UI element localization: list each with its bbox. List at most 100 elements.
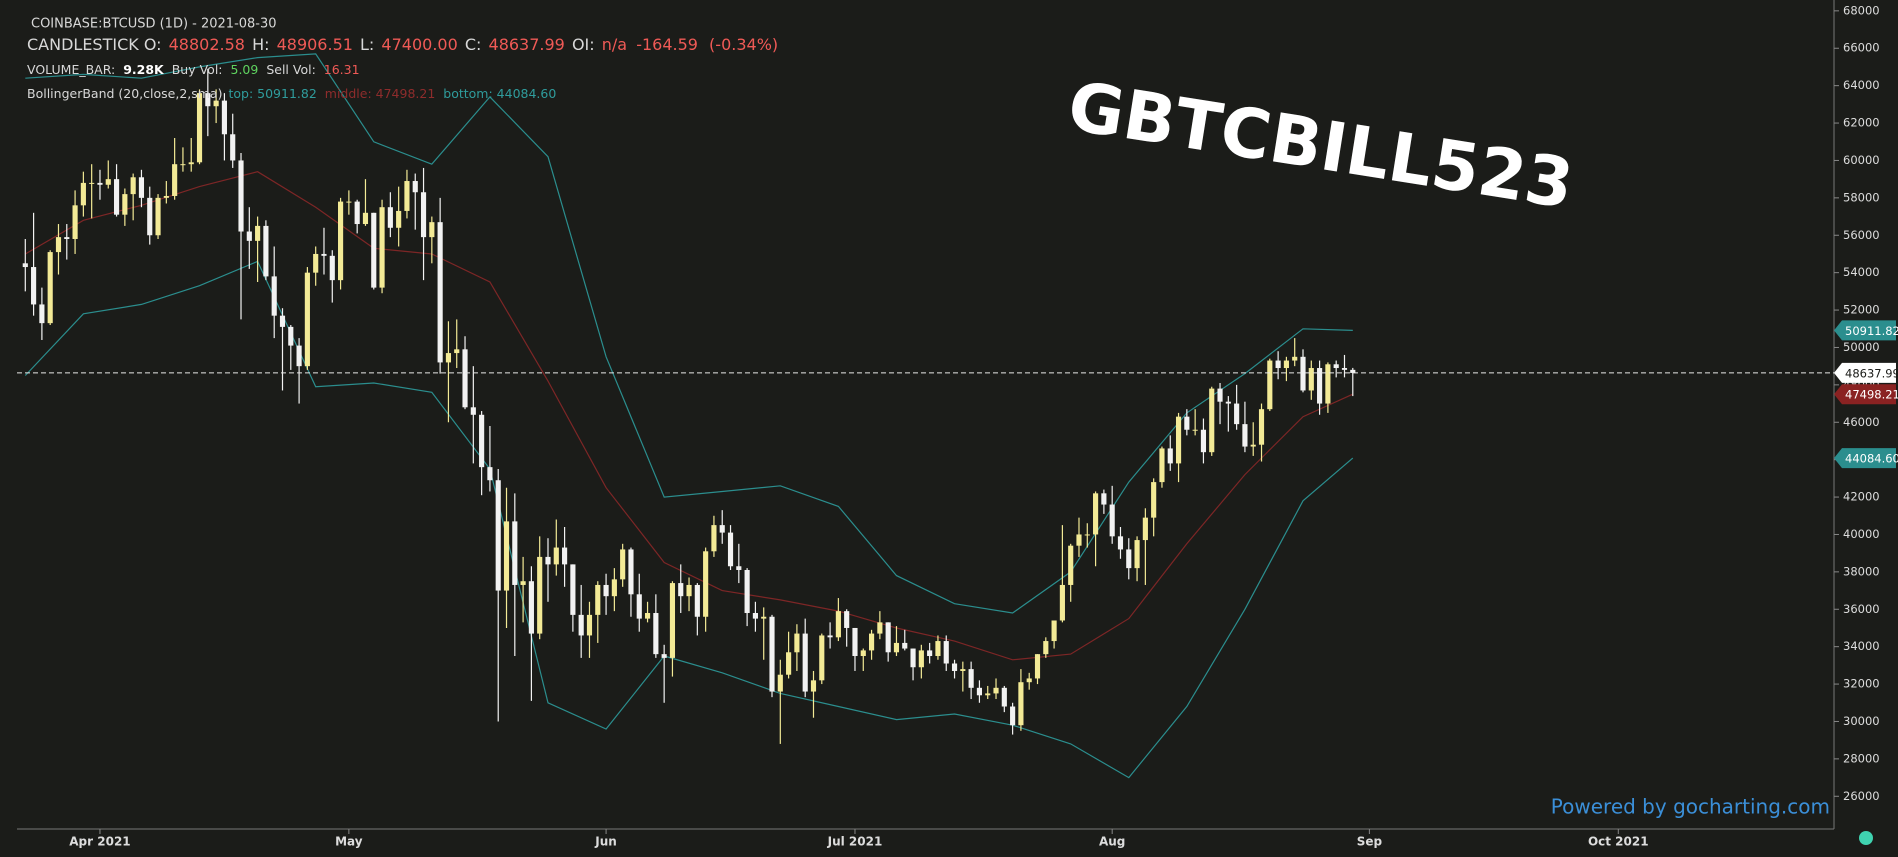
legend-value: 47400.00 [381, 35, 457, 54]
candle-body [1292, 356, 1298, 361]
candle-body [1117, 536, 1124, 550]
candle-body [636, 594, 642, 619]
x-tick-label: Oct 2021 [1588, 835, 1649, 849]
candle-body [1300, 356, 1306, 391]
legend-value: bottom: 44084.60 [443, 86, 556, 101]
candle-body [1134, 540, 1140, 569]
legend-label: H: [252, 35, 269, 54]
candle-body [819, 635, 825, 681]
candle-body [155, 197, 161, 236]
candle-body [346, 201, 352, 203]
candle-body [196, 93, 203, 163]
candle-body [1209, 388, 1215, 453]
y-tick-label: 36000 [1843, 602, 1880, 616]
candle-body [553, 547, 559, 565]
candle-body [304, 272, 310, 367]
candle-body [64, 237, 70, 239]
candle-body [147, 197, 153, 236]
candle-body [1151, 482, 1157, 518]
y-tick-label: 60000 [1843, 153, 1880, 167]
legend-label: Sell Vol: [266, 62, 315, 77]
candle-body [1242, 424, 1248, 447]
candle-body [479, 414, 485, 468]
candle-body [628, 549, 634, 595]
candle-body [420, 192, 427, 238]
candle-body [221, 100, 227, 135]
candle-body [562, 547, 568, 565]
bollinger-line [24, 171, 1354, 661]
candle-body [860, 650, 866, 657]
legend-value: 9.28K [123, 62, 165, 77]
candle-body [1234, 403, 1240, 425]
candle-body [777, 674, 783, 692]
candle-body [611, 579, 617, 597]
candle-body [113, 179, 120, 215]
candle-body [927, 650, 933, 657]
candle-body [578, 614, 584, 636]
price-tag-label: 50911.82 [1845, 324, 1898, 338]
candle-body [1283, 360, 1289, 369]
candle-body [661, 654, 667, 658]
candle-body [620, 549, 626, 580]
candle-body [686, 584, 692, 597]
candle-body [470, 407, 476, 415]
candle-body [1258, 409, 1265, 445]
legend-value: top: 50911.82 [228, 86, 316, 101]
candle-body [329, 255, 335, 281]
candle-body [868, 633, 875, 651]
candle-body [968, 669, 974, 688]
y-tick-label: 42000 [1843, 490, 1880, 504]
candle-body [902, 642, 908, 649]
candle-body [1101, 493, 1107, 505]
candle-body [893, 642, 900, 653]
candle-body [246, 231, 252, 241]
legend-value: 5.09 [231, 62, 259, 77]
candle-body [1043, 641, 1049, 655]
candle-body [512, 521, 518, 585]
candle-body [545, 556, 551, 565]
candle-body [97, 182, 103, 185]
x-tick-label: Jun [594, 835, 617, 849]
candle-body [951, 663, 958, 671]
legend-label: CANDLESTICK O: [27, 35, 162, 54]
powered-by[interactable]: Powered by gocharting.com [1551, 795, 1830, 819]
candle-body [1275, 360, 1281, 369]
candle-body [835, 611, 841, 638]
y-tick-label: 56000 [1843, 228, 1880, 242]
candle-body [454, 349, 460, 354]
candle-body [644, 613, 651, 619]
y-tick-label: 50000 [1843, 340, 1880, 354]
candle-body [1167, 448, 1173, 464]
candle-body [769, 616, 775, 692]
candle-body [1142, 517, 1148, 541]
candle-body [1217, 388, 1223, 402]
candle-body [827, 635, 833, 638]
candle-body [1026, 678, 1032, 683]
candle-body [537, 556, 543, 634]
candle-body [371, 212, 377, 288]
candle-body [1059, 584, 1065, 621]
candle-body [943, 641, 949, 664]
plot-area [22, 53, 1356, 779]
volume-legend: VOLUME_BAR: 9.28K Buy Vol: 5.09 Sell Vol… [27, 62, 360, 77]
candle-body [205, 93, 211, 107]
candle-body [437, 222, 443, 363]
candle-body [694, 584, 700, 617]
legend-value: (-0.34%) [709, 35, 778, 54]
candle-body [669, 583, 676, 658]
candle-body [761, 616, 767, 619]
candle-body [711, 525, 717, 552]
candle-body [1126, 549, 1132, 569]
x-tick-label: Aug [1099, 835, 1125, 849]
price-tag [1834, 362, 1896, 383]
candle-body [985, 693, 991, 696]
y-tick-label: 38000 [1843, 564, 1880, 578]
candle-body [89, 182, 95, 184]
bollinger-line [25, 53, 1353, 614]
legend-value: 16.31 [324, 62, 360, 77]
candle-body [935, 641, 941, 657]
candle-body [852, 627, 858, 657]
candle-body [338, 201, 344, 281]
candle-body [794, 633, 800, 653]
